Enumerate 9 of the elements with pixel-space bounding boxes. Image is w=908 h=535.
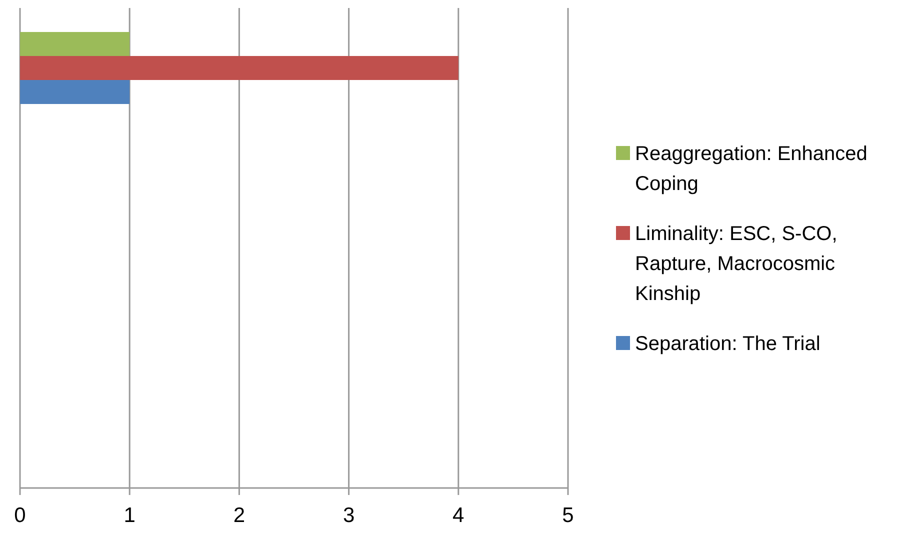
x-tick-label: 1 bbox=[124, 504, 136, 527]
legend-label: Separation: The Trial bbox=[635, 333, 820, 355]
x-tick-label: 2 bbox=[233, 504, 246, 527]
x-tick-label: 5 bbox=[562, 504, 574, 527]
x-tick-label: 4 bbox=[452, 504, 465, 527]
x-tick-label: 0 bbox=[14, 504, 26, 527]
legend-label: Reaggregation: Enhanced Coping bbox=[635, 143, 868, 195]
x-tick-label: 3 bbox=[342, 504, 355, 527]
legend-label: Liminality: ESC, S-CO, Rapture, Macrocosmic Kinship bbox=[635, 223, 838, 305]
